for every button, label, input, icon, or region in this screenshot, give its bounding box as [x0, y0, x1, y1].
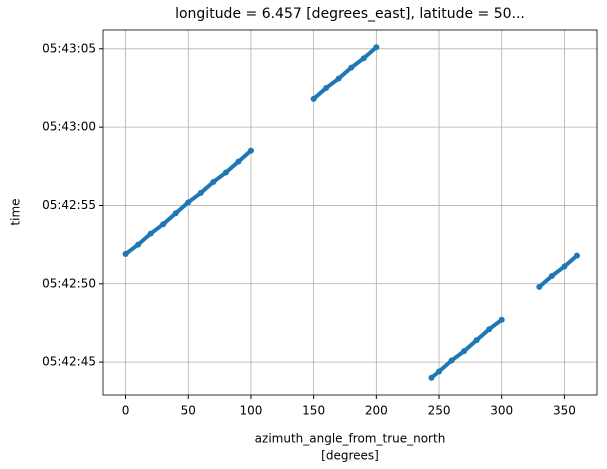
x-tick-label: 0: [122, 404, 130, 418]
y-tick-label: 05:42:45: [42, 355, 96, 369]
x-axis-label: [degrees]: [321, 449, 379, 463]
data-point: [498, 316, 505, 323]
x-tick-label: 350: [553, 404, 576, 418]
data-point: [222, 169, 229, 176]
plot-frame: [102, 29, 598, 396]
x-axis-label: azimuth_angle_from_true_north: [255, 432, 446, 446]
y-axis-label: time: [9, 198, 23, 225]
data-point: [373, 44, 380, 51]
x-tick-label: 50: [181, 404, 196, 418]
x-tick-label: 250: [428, 404, 451, 418]
data-point: [247, 147, 254, 154]
y-tick-label: 05:43:05: [42, 41, 96, 55]
data-point: [335, 75, 342, 82]
y-tick-label: 05:42:50: [42, 276, 96, 290]
data-point: [561, 263, 568, 270]
data-point: [122, 251, 129, 258]
data-point: [473, 337, 480, 344]
data-point: [210, 178, 217, 185]
data-point: [147, 230, 154, 237]
data-point: [573, 252, 580, 259]
data-point: [185, 199, 192, 206]
y-tick-label: 05:42:55: [42, 198, 96, 212]
data-point: [197, 189, 204, 196]
data-point: [323, 84, 330, 91]
x-tick-label: 200: [365, 404, 388, 418]
data-point: [548, 272, 555, 279]
data-point: [448, 357, 455, 364]
data-point: [235, 158, 242, 165]
x-tick-label: 300: [490, 404, 513, 418]
data-point: [436, 368, 443, 375]
data-point: [486, 326, 493, 333]
data-point: [135, 241, 142, 248]
y-tick-label: 05:43:00: [42, 120, 96, 134]
chart-title: longitude = 6.457 [degrees_east], latitu…: [175, 6, 525, 22]
data-point: [536, 283, 543, 290]
data-point: [428, 374, 435, 381]
data-point: [348, 64, 355, 71]
data-point: [310, 95, 317, 102]
data-point: [461, 348, 468, 355]
x-tick-label: 100: [239, 404, 262, 418]
x-tick-label: 150: [302, 404, 325, 418]
data-point: [160, 221, 167, 228]
data-point: [172, 210, 179, 217]
data-line: [123, 45, 579, 380]
data-point: [360, 55, 367, 62]
